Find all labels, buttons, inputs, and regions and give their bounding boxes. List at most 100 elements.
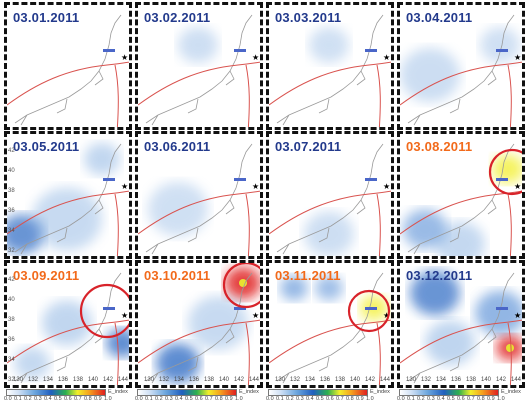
y-tick-label: 40 <box>8 297 15 303</box>
colorbar <box>137 389 237 396</box>
plate-boundary <box>114 193 119 256</box>
y-tick-label: 38 <box>8 188 15 194</box>
map-panel: ★ 03.02.2011 <box>135 2 263 130</box>
intensity-blob <box>315 275 343 301</box>
coastline <box>276 272 384 384</box>
plate-boundary <box>269 190 391 235</box>
colorbar-tick: 0.8 <box>215 396 223 402</box>
plate-boundary <box>7 190 129 235</box>
panel-date: 03.02.2011 <box>144 10 211 25</box>
plate-boundary <box>245 64 250 127</box>
colorbar-tick: 0.9 <box>356 396 364 402</box>
intensity-blob <box>492 154 522 184</box>
plate-boundary <box>114 64 119 127</box>
epicenter-star: ★ <box>514 182 521 191</box>
map-panel: ★ 03.03.2011 <box>266 2 394 130</box>
heatmap-map: ★ <box>138 14 260 127</box>
plate-boundary <box>507 64 512 127</box>
colorbar-tick: 1.0 <box>235 396 243 402</box>
colorbar-tick: 0.7 <box>205 396 213 402</box>
plate-boundary <box>376 64 381 127</box>
x-tick-label: 138 <box>73 377 84 383</box>
colorbar-tick: 0.6 <box>64 396 72 402</box>
colorbar-tick: 1.0 <box>497 396 505 402</box>
coastline <box>145 272 253 384</box>
colorbar-tick: 0.7 <box>74 396 82 402</box>
intensity-blob <box>480 27 520 63</box>
colorbar-tick: 0.3 <box>427 396 435 402</box>
epicenter-star: ★ <box>121 182 128 191</box>
coastline <box>145 143 253 255</box>
x-tick-label: 134 <box>436 377 447 383</box>
colorbar-tick: 0.4 <box>437 396 445 402</box>
colorbar-tick: 0.1 <box>276 396 284 402</box>
x-tick-label: 138 <box>204 377 215 383</box>
coastline <box>276 14 384 126</box>
coastline <box>14 143 122 255</box>
plate-boundary <box>7 61 129 106</box>
panel-date: 03.07.2011 <box>275 139 342 154</box>
epicenter-star: ★ <box>252 311 259 320</box>
panel-date: 03.05.2011 <box>13 139 80 154</box>
y-tick-label: 34 <box>8 357 15 363</box>
epicenter-star: ★ <box>383 182 390 191</box>
y-tick-label: 42 <box>8 148 15 154</box>
colorbar-tick: 0.5 <box>316 396 324 402</box>
plate-boundary <box>138 319 260 364</box>
colorbar-tick: 0.4 <box>44 396 52 402</box>
x-tick-label: 144 <box>118 377 129 383</box>
x-tick-label: 136 <box>189 377 200 383</box>
intensity-blob <box>148 182 208 236</box>
colorbar-label: E_index <box>370 389 390 395</box>
heatmap-map: ★ <box>7 14 129 127</box>
colorbar-tick: 0.0 <box>135 396 143 402</box>
heatmap-map: ★ <box>400 270 522 385</box>
heatmap-map: ★ <box>400 14 522 127</box>
station-marker <box>365 178 377 181</box>
station-marker <box>234 49 246 52</box>
coastline <box>407 272 515 384</box>
intensity-core <box>239 279 247 287</box>
colorbar-tick: 0.2 <box>155 396 163 402</box>
plate-boundary <box>138 61 260 106</box>
x-tick-label: 142 <box>103 377 114 383</box>
anomaly-circle <box>347 289 391 333</box>
x-tick-label: 136 <box>58 377 69 383</box>
x-tick-label: 142 <box>234 377 245 383</box>
intensity-blob <box>156 343 200 383</box>
heatmap-map: ★ <box>7 272 129 385</box>
x-tick-label: 132 <box>159 377 170 383</box>
coastline <box>407 14 515 126</box>
x-tick-label: 140 <box>219 377 230 383</box>
epicenter-star: ★ <box>383 311 390 320</box>
heatmap-map: ★ <box>7 142 129 256</box>
station-marker <box>496 178 508 181</box>
x-tick-label: 130 <box>406 377 417 383</box>
colorbar-tick: 0.9 <box>94 396 102 402</box>
x-tick-label: 136 <box>320 377 331 383</box>
colorbar <box>399 389 499 396</box>
plate-boundary <box>245 193 250 256</box>
panel-date: 03.12.2011 <box>406 268 473 283</box>
x-tick-label: 138 <box>335 377 346 383</box>
x-tick-label: 132 <box>421 377 432 383</box>
y-tick-label: 34 <box>8 228 15 234</box>
colorbar-tick: 0.8 <box>477 396 485 402</box>
x-tick-label: 134 <box>43 377 54 383</box>
x-tick-label: 140 <box>350 377 361 383</box>
colorbar-tick: 0.0 <box>4 396 12 402</box>
epicenter-star: ★ <box>514 311 521 320</box>
x-tick-label: 144 <box>380 377 391 383</box>
plate-boundary <box>269 319 391 364</box>
colorbar-tick: 0.9 <box>225 396 233 402</box>
map-panel: ★ 03.10.2011 130 132 134 136 138 140 142 144 <box>135 260 263 388</box>
colorbar-tick: 0.9 <box>487 396 495 402</box>
panel-date: 03.08.2011 <box>406 139 473 154</box>
colorbar-tick: 0.2 <box>417 396 425 402</box>
colorbar-tick: 0.3 <box>34 396 42 402</box>
map-panel: ★ 03.11.2011 130 132 134 136 138 140 142 144 <box>266 260 394 388</box>
station-marker <box>103 307 115 310</box>
plate-boundary <box>507 322 512 385</box>
colorbar-tick: 0.8 <box>84 396 92 402</box>
colorbar-tick: 0.0 <box>397 396 405 402</box>
